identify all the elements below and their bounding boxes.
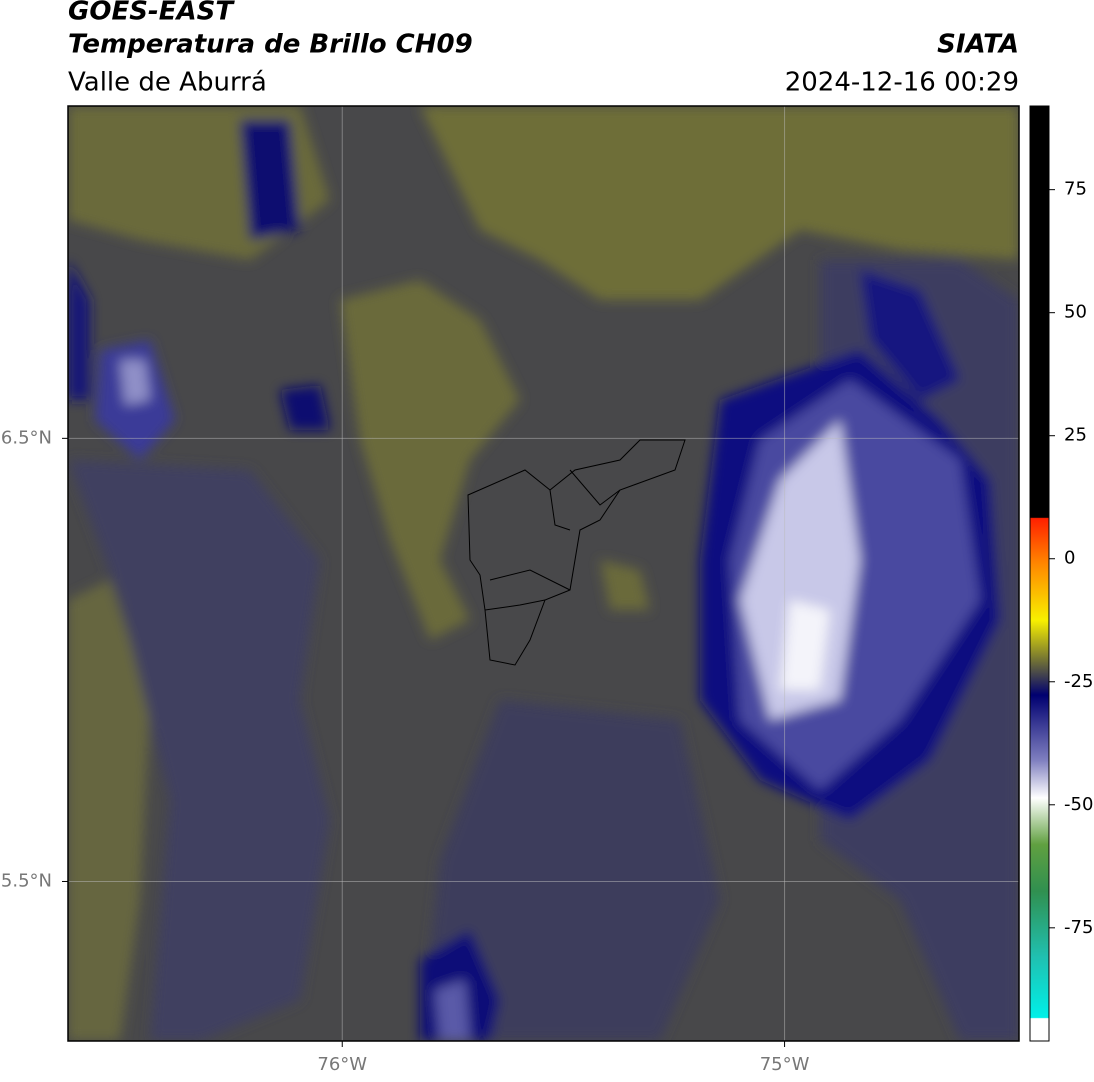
timestamp: 2024-12-16 00:29	[785, 68, 1019, 98]
y-tick-label: 6.5°N	[1, 427, 52, 448]
colorbar-tick-label: 50	[1064, 302, 1087, 323]
subtitle: Temperatura de Brillo CH09	[68, 30, 473, 60]
colorbar	[1029, 105, 1050, 1042]
region: Valle de Aburrá	[68, 68, 267, 98]
colorbar-tick-label: 0	[1064, 548, 1075, 569]
colorbar-tick-label: -50	[1064, 794, 1093, 815]
colorbar-tick-label: -25	[1064, 671, 1093, 692]
x-tick-label: 76°W	[317, 1054, 367, 1075]
map-imagery	[68, 106, 1019, 1041]
colorbar-tick-label: 75	[1064, 179, 1087, 200]
y-tick-label: 5.5°N	[1, 870, 52, 891]
source: SIATA	[937, 30, 1019, 60]
colorbar-tick-label: -75	[1064, 917, 1093, 938]
title: GOES-EAST	[68, 0, 235, 27]
colorbar-tick-label: 25	[1064, 425, 1087, 446]
x-tick-label: 75°W	[760, 1054, 810, 1075]
map-frame	[67, 105, 1020, 1042]
grid	[68, 106, 1019, 1041]
municipal-boundaries	[467, 439, 686, 666]
